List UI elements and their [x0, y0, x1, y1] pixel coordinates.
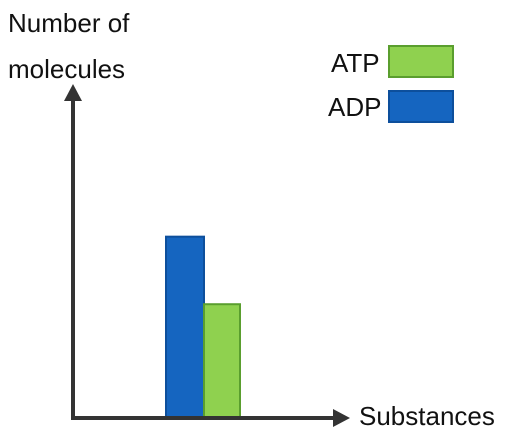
legend: ATP ADP [328, 45, 454, 123]
y-axis-label-line2: molecules [8, 54, 125, 84]
legend-label-adp: ADP [328, 92, 381, 122]
bars [165, 235, 241, 420]
x-axis-arrow-icon [333, 409, 350, 427]
bar-adp [165, 235, 205, 419]
legend-swatch-atp [388, 45, 454, 78]
legend-swatch-adp [388, 90, 454, 123]
bar-atp [203, 303, 241, 420]
y-axis-arrow-icon [64, 84, 82, 101]
axes [64, 84, 350, 427]
legend-label-atp: ATP [331, 48, 380, 78]
y-axis-label-line1: Number of [8, 8, 130, 38]
x-axis-label: Substances [359, 401, 495, 431]
